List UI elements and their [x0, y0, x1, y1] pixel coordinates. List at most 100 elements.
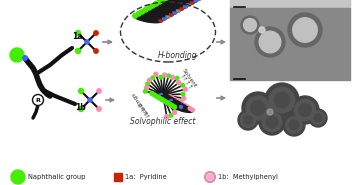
Circle shape — [266, 116, 278, 128]
Circle shape — [175, 76, 179, 80]
Circle shape — [293, 18, 317, 42]
Circle shape — [259, 109, 285, 135]
Circle shape — [173, 98, 177, 101]
Circle shape — [167, 74, 170, 78]
Text: Solvophilic effect: Solvophilic effect — [130, 117, 196, 127]
Circle shape — [179, 105, 183, 108]
Circle shape — [286, 117, 302, 133]
Bar — [230, 0, 350, 8]
Circle shape — [183, 87, 187, 91]
Ellipse shape — [154, 93, 173, 100]
Circle shape — [144, 90, 147, 93]
Circle shape — [251, 101, 265, 115]
Circle shape — [171, 96, 174, 100]
Circle shape — [255, 27, 285, 57]
Circle shape — [191, 108, 194, 112]
Circle shape — [184, 4, 187, 8]
Circle shape — [191, 0, 194, 4]
Circle shape — [143, 7, 148, 12]
Text: Naphthalic group: Naphthalic group — [28, 174, 85, 180]
Ellipse shape — [168, 0, 198, 3]
Ellipse shape — [147, 5, 177, 15]
Circle shape — [10, 48, 24, 62]
Circle shape — [157, 96, 162, 100]
Circle shape — [207, 174, 213, 180]
Circle shape — [147, 5, 151, 10]
Circle shape — [168, 102, 172, 106]
Circle shape — [180, 6, 184, 10]
Ellipse shape — [172, 0, 201, 1]
Text: 1a:  Pyridine: 1a: Pyridine — [125, 174, 167, 180]
Circle shape — [265, 83, 299, 117]
Circle shape — [88, 98, 92, 102]
Circle shape — [173, 105, 176, 109]
Circle shape — [294, 100, 316, 120]
Text: Solvent: Solvent — [181, 68, 197, 88]
Circle shape — [140, 9, 144, 14]
Ellipse shape — [156, 94, 176, 102]
Circle shape — [262, 112, 282, 132]
Circle shape — [194, 0, 198, 2]
Circle shape — [181, 102, 184, 106]
Circle shape — [242, 92, 274, 124]
Text: Loadings: Loadings — [130, 91, 150, 115]
Circle shape — [176, 99, 179, 103]
Circle shape — [181, 92, 185, 96]
Circle shape — [267, 109, 273, 115]
Circle shape — [299, 104, 311, 116]
Circle shape — [246, 96, 270, 120]
Circle shape — [187, 2, 191, 6]
Circle shape — [186, 105, 189, 109]
Circle shape — [133, 14, 138, 18]
Ellipse shape — [133, 13, 163, 23]
Circle shape — [162, 16, 166, 20]
Circle shape — [283, 114, 305, 136]
Circle shape — [166, 14, 169, 18]
Circle shape — [188, 107, 192, 110]
Circle shape — [169, 12, 173, 16]
Circle shape — [205, 172, 215, 182]
Circle shape — [309, 109, 327, 127]
Circle shape — [175, 107, 178, 110]
Circle shape — [160, 97, 164, 102]
Circle shape — [148, 78, 151, 82]
Circle shape — [161, 0, 166, 2]
Circle shape — [173, 11, 176, 14]
Text: ↓↓↓↓: ↓↓↓↓ — [136, 99, 150, 117]
Text: H-bonding: H-bonding — [158, 51, 198, 60]
Circle shape — [169, 100, 173, 102]
Circle shape — [169, 114, 173, 117]
Circle shape — [159, 18, 163, 22]
Circle shape — [155, 95, 159, 98]
Circle shape — [78, 107, 84, 112]
Circle shape — [76, 48, 80, 53]
Circle shape — [314, 114, 322, 122]
Circle shape — [162, 99, 167, 103]
Text: 1b:  Methylphenyl: 1b: Methylphenyl — [218, 174, 278, 180]
Ellipse shape — [154, 1, 184, 11]
Ellipse shape — [159, 96, 178, 103]
Circle shape — [160, 93, 162, 97]
Circle shape — [170, 75, 174, 79]
Circle shape — [311, 111, 325, 125]
Circle shape — [179, 100, 183, 104]
Bar — [114, 173, 122, 181]
Circle shape — [241, 16, 259, 34]
Circle shape — [165, 100, 169, 105]
Circle shape — [238, 110, 258, 130]
Circle shape — [154, 1, 158, 6]
Ellipse shape — [171, 103, 191, 111]
Circle shape — [176, 9, 180, 12]
Circle shape — [94, 31, 98, 35]
Circle shape — [269, 87, 295, 113]
Ellipse shape — [161, 0, 191, 7]
Ellipse shape — [158, 0, 187, 9]
Ellipse shape — [174, 105, 193, 112]
Circle shape — [76, 31, 80, 36]
Circle shape — [259, 27, 265, 33]
Circle shape — [32, 95, 43, 105]
Circle shape — [157, 0, 162, 4]
Text: ↑↑↑↑: ↑↑↑↑ — [178, 74, 192, 92]
Circle shape — [78, 88, 84, 93]
Circle shape — [163, 73, 167, 77]
